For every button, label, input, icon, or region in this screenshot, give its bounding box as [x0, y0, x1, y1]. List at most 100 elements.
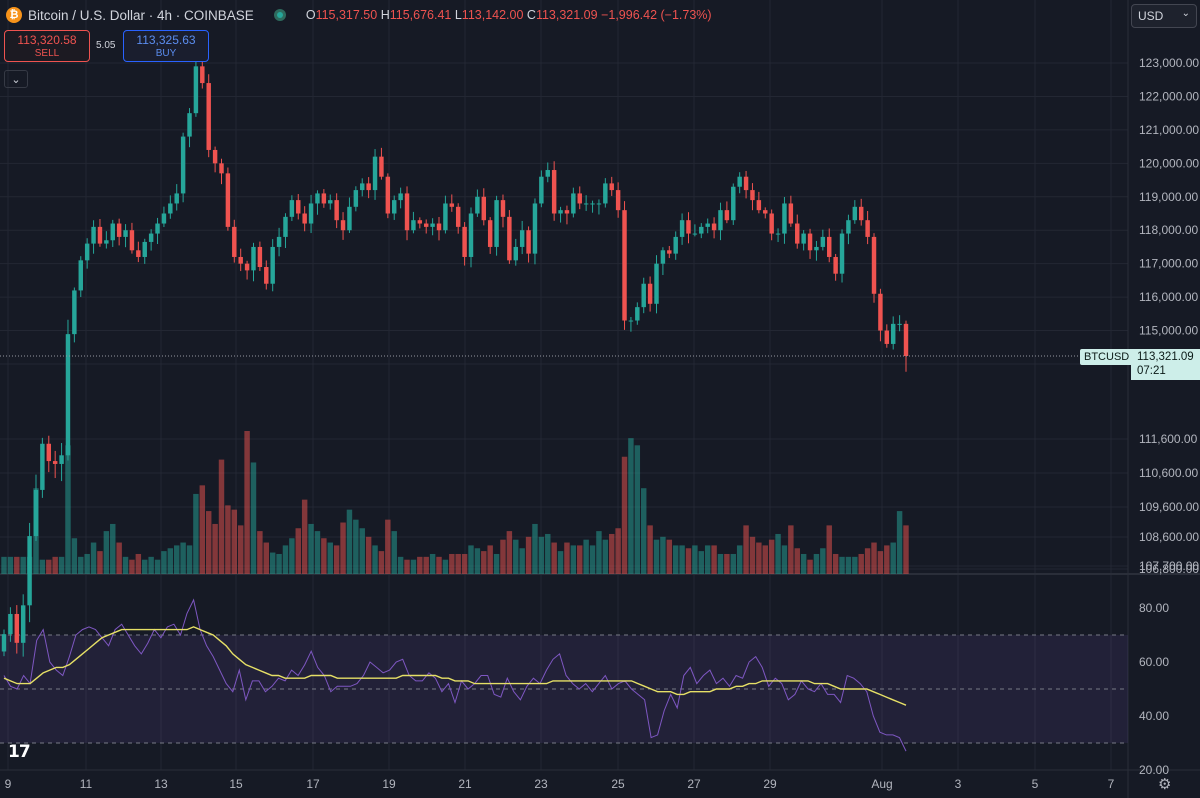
volume-bar — [135, 553, 142, 574]
candle-body — [871, 236, 877, 294]
candle-body — [97, 226, 103, 244]
candle-body — [507, 216, 512, 261]
price-tick-label: 106,800.00 — [1139, 562, 1199, 576]
price-tick-label: 118,000.00 — [1139, 223, 1198, 237]
volume-bar — [110, 523, 116, 574]
candle-body — [423, 223, 429, 227]
candle-body — [763, 210, 768, 214]
candle-body — [129, 230, 135, 251]
volume-bar — [749, 536, 756, 574]
candle-body — [603, 183, 608, 204]
candle-body — [443, 203, 448, 231]
volume-bar — [577, 545, 583, 574]
candle-body — [289, 200, 295, 217]
candle-body — [571, 193, 576, 214]
volume-bar — [205, 511, 212, 574]
tradingview-logo[interactable]: 17 — [8, 742, 31, 762]
volume-bar — [154, 559, 161, 574]
time-tick-label: 21 — [458, 777, 472, 791]
candle-body — [328, 200, 333, 204]
volume-bar — [589, 545, 596, 574]
gear-icon[interactable]: ⚙ — [1158, 776, 1172, 793]
volume-bar — [500, 539, 506, 574]
volume-bar — [826, 525, 832, 574]
collapse-chevron-icon[interactable]: ⌄ — [4, 70, 28, 88]
volume-bar — [545, 533, 551, 574]
symbol-header[interactable]: ₿ Bitcoin / U.S. Dollar · 4h · COINBASE … — [6, 4, 712, 26]
candle-body — [699, 226, 704, 234]
volume-bar — [660, 536, 666, 574]
sell-label: SELL — [34, 48, 60, 59]
volume-bar — [666, 539, 673, 574]
volume-bar — [148, 556, 154, 574]
candle-body — [225, 173, 231, 227]
volume-bar — [116, 542, 122, 574]
volume-bar — [538, 536, 545, 574]
volume-bar — [52, 556, 58, 574]
volume-bar — [423, 556, 429, 574]
last-price-value: 113,321.09 — [1137, 351, 1194, 363]
price-tick-label: 107,700.00 — [1139, 559, 1199, 573]
buy-price: 113,325.63 — [136, 33, 196, 47]
candle-body — [244, 263, 250, 271]
time-tick-label: 17 — [306, 777, 320, 791]
sell-button[interactable]: 113,320.58 SELL — [4, 30, 90, 62]
candle-body — [46, 443, 52, 462]
volume-bar — [340, 522, 346, 574]
time-tick-label: 3 — [955, 777, 962, 791]
volume-bar — [449, 553, 455, 574]
market-status-icon[interactable] — [273, 9, 286, 21]
candle-body — [161, 213, 167, 224]
candle-body — [52, 461, 58, 464]
volume-bar — [301, 499, 308, 574]
volume-bar — [481, 551, 487, 574]
candle-body — [654, 263, 659, 304]
candle-body — [718, 210, 723, 231]
candle-body — [705, 223, 710, 227]
price-tick-label: 117,000.00 — [1139, 257, 1198, 271]
volume-bar — [743, 525, 749, 574]
volume-bar — [615, 528, 621, 574]
symbol-title[interactable]: Bitcoin / U.S. Dollar · 4h · COINBASE — [28, 7, 254, 23]
volume-bar — [417, 556, 423, 574]
candle-body — [123, 230, 128, 237]
candle-body — [852, 206, 858, 221]
volume-bar — [212, 523, 218, 574]
candle-body — [577, 193, 582, 204]
volume-bar — [845, 556, 852, 574]
candle-body — [360, 183, 365, 191]
volume-bar — [58, 556, 65, 574]
candle-body — [449, 203, 455, 207]
candle-body — [264, 267, 269, 284]
currency-select[interactable]: USD ⌄ — [1131, 4, 1197, 28]
price-tick-label: 119,000.00 — [1139, 190, 1198, 204]
candlestick-series — [0, 58, 1128, 657]
candle-body — [667, 250, 672, 254]
candle-body — [212, 149, 218, 164]
candle-body — [858, 206, 864, 221]
volume-bar — [442, 559, 449, 574]
volume-bar — [1, 556, 7, 574]
volume-bar — [333, 545, 340, 574]
price-axis[interactable]: 123,000.00 122,000.00 121,000.00 120,000.00… — [1139, 56, 1199, 777]
candle-body — [238, 256, 243, 264]
volume-bar — [161, 551, 167, 574]
price-tick-label: 120,000.00 — [1139, 156, 1199, 170]
buy-button[interactable]: 113,325.63 BUY — [123, 30, 209, 62]
candle-body — [769, 213, 774, 234]
candle-body — [750, 190, 755, 201]
time-tick-label: 9 — [5, 777, 12, 791]
ohlc-readout: O115,317.50 H115,676.41 L113,142.00 C113… — [305, 8, 712, 22]
price-tick-label: 108,600.00 — [1139, 530, 1199, 544]
candle-body — [417, 220, 423, 224]
volume-bar — [621, 456, 628, 574]
rsi-lines — [3, 598, 907, 752]
candle-body — [398, 193, 403, 201]
volume-bar — [84, 553, 90, 574]
time-tick-label: 25 — [611, 777, 625, 791]
volume-bar — [884, 545, 890, 574]
time-axis[interactable]: 9 11 13 15 17 19 21 23 25 27 29 Aug 3 5 7 — [5, 777, 1115, 791]
volume-bar — [39, 559, 46, 574]
candle-body — [795, 223, 800, 244]
